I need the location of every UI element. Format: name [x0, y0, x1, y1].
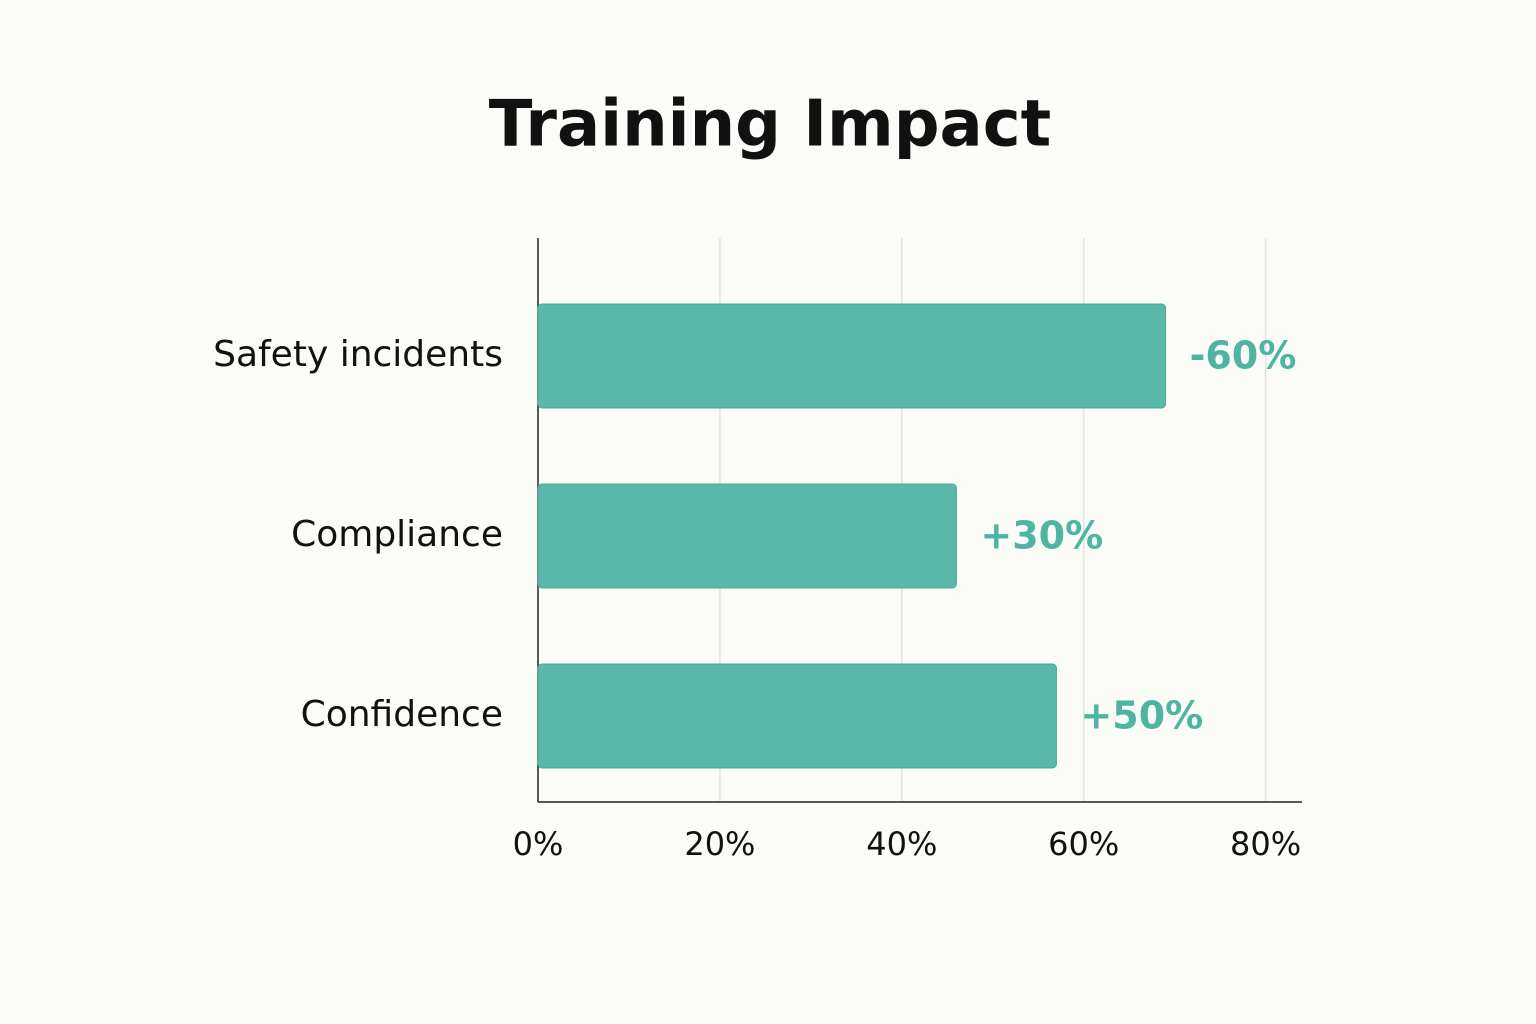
bar — [537, 483, 957, 589]
chart-title: Training Impact — [489, 88, 1052, 162]
x-tick-label: 20% — [684, 825, 755, 863]
x-tick-label: 80% — [1230, 825, 1301, 863]
value-annotation: -60% — [1190, 334, 1297, 378]
x-tick-label: 40% — [866, 825, 937, 863]
value-annotation: +30% — [980, 514, 1103, 558]
x-tick-label: 0% — [513, 825, 564, 863]
y-tick-label: Confidence — [301, 694, 503, 735]
y-tick-label: Safety incidents — [213, 334, 503, 375]
value-annotation: +50% — [1080, 694, 1203, 738]
bar — [537, 303, 1167, 409]
y-tick-label: Compliance — [291, 514, 503, 555]
bar — [537, 663, 1057, 769]
x-tick-label: 60% — [1048, 825, 1119, 863]
